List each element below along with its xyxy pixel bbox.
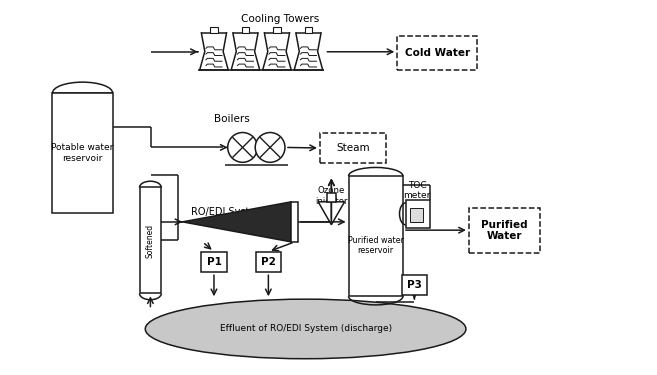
Ellipse shape xyxy=(145,299,466,359)
Text: Effluent of RO/EDI System (discharge): Effluent of RO/EDI System (discharge) xyxy=(219,324,392,333)
Bar xyxy=(291,202,298,242)
Bar xyxy=(327,193,336,202)
Bar xyxy=(202,252,227,272)
Text: Boilers: Boilers xyxy=(214,114,250,124)
Bar xyxy=(397,36,478,70)
Circle shape xyxy=(255,132,285,162)
Text: P1: P1 xyxy=(206,257,221,267)
Text: P3: P3 xyxy=(407,280,422,290)
Text: Cold Water: Cold Water xyxy=(405,48,470,58)
Bar xyxy=(139,188,161,294)
Text: Potable water
reservoir: Potable water reservoir xyxy=(51,144,114,163)
Text: RO/EDI System: RO/EDI System xyxy=(191,207,265,217)
Text: Softened: Softened xyxy=(146,224,155,258)
Bar xyxy=(469,207,540,254)
Circle shape xyxy=(228,132,258,162)
Polygon shape xyxy=(318,202,344,225)
Bar xyxy=(406,200,430,228)
Text: Cooling Towers: Cooling Towers xyxy=(240,13,319,24)
Bar xyxy=(242,27,249,33)
Bar xyxy=(349,176,403,296)
Bar xyxy=(210,27,217,33)
Bar xyxy=(273,27,281,33)
Text: Ozone
injector: Ozone injector xyxy=(315,186,348,206)
Bar xyxy=(256,252,281,272)
Text: Steam: Steam xyxy=(336,143,370,153)
Bar xyxy=(411,208,423,222)
Bar xyxy=(305,27,312,33)
Text: Purified water
reservoir: Purified water reservoir xyxy=(348,236,404,255)
Polygon shape xyxy=(183,202,291,242)
Bar xyxy=(402,274,427,295)
Text: Purified
Water: Purified Water xyxy=(482,220,528,241)
Text: P2: P2 xyxy=(261,257,276,267)
Text: TOC
meter: TOC meter xyxy=(403,181,431,200)
Bar xyxy=(53,93,112,213)
Bar xyxy=(320,133,386,163)
